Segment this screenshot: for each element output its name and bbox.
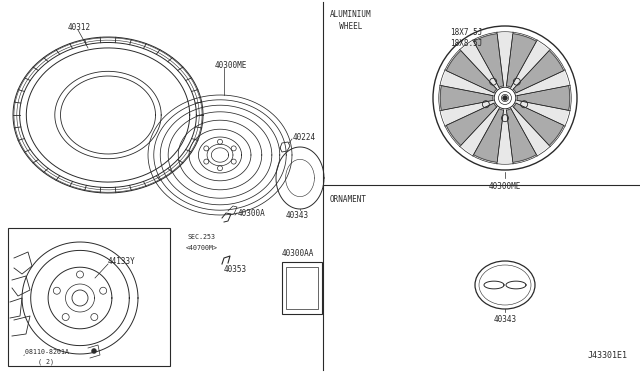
Polygon shape [513, 51, 564, 93]
Polygon shape [516, 71, 568, 96]
Polygon shape [442, 100, 494, 125]
Bar [8, 228, 170, 366]
Text: 40343: 40343 [286, 212, 309, 221]
Polygon shape [511, 41, 549, 89]
Polygon shape [497, 110, 513, 162]
Polygon shape [513, 103, 564, 145]
Polygon shape [511, 107, 549, 155]
Polygon shape [516, 100, 568, 125]
Text: <40700M>: <40700M> [186, 245, 218, 251]
Text: 18X7.5J
18X8.5J: 18X7.5J 18X8.5J [450, 28, 483, 48]
Bar [286, 267, 318, 309]
Text: 40343: 40343 [493, 315, 516, 324]
Bar [282, 262, 322, 314]
Polygon shape [461, 41, 499, 89]
Text: J43301E1: J43301E1 [588, 351, 628, 360]
Polygon shape [497, 34, 513, 86]
Circle shape [502, 96, 508, 100]
Text: 40353: 40353 [224, 266, 247, 275]
Polygon shape [506, 34, 536, 87]
Polygon shape [517, 86, 570, 110]
Polygon shape [474, 34, 504, 87]
Text: 40312: 40312 [68, 23, 91, 32]
Text: ¸08110-8201A: ¸08110-8201A [22, 349, 70, 355]
Text: 40300A: 40300A [238, 208, 266, 218]
Text: 40300AA: 40300AA [282, 249, 314, 258]
Text: ORNAMENT: ORNAMENT [330, 195, 367, 204]
Text: 44133Y: 44133Y [108, 257, 136, 266]
Polygon shape [506, 109, 536, 162]
Polygon shape [474, 109, 504, 162]
Polygon shape [446, 103, 497, 145]
Polygon shape [440, 86, 493, 110]
Text: SEC.253: SEC.253 [188, 234, 216, 240]
Text: 40224: 40224 [293, 134, 316, 142]
Polygon shape [442, 71, 494, 96]
Text: 40300ME: 40300ME [215, 61, 248, 70]
Text: ( 2): ( 2) [38, 359, 54, 365]
Text: 40300ME: 40300ME [489, 182, 521, 191]
Text: ALUMINIUM
  WHEEL: ALUMINIUM WHEEL [330, 10, 372, 31]
Circle shape [92, 349, 97, 353]
Polygon shape [461, 107, 499, 155]
Polygon shape [446, 51, 497, 93]
